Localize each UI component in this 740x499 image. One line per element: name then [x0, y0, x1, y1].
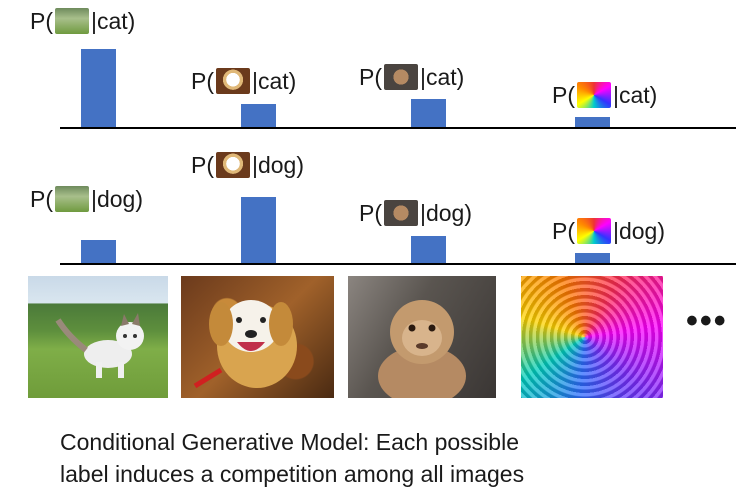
- caption-line-2: label induces a competition among all im…: [60, 461, 525, 487]
- label-suffix: |cat): [91, 8, 136, 34]
- label-prefix: P(: [359, 64, 382, 90]
- label-noise-given-dog: P( |dog): [552, 216, 665, 246]
- bar-noise-given-cat: [575, 117, 610, 127]
- cat-photo: [28, 276, 168, 398]
- bar-dog-given-dog: [241, 197, 276, 263]
- bar-monkey-given-dog: [411, 236, 446, 263]
- label-monkey-given-dog: P( |dog): [359, 198, 472, 228]
- dog-row-axis: [60, 263, 736, 265]
- cat-thumbnail-icon: [55, 8, 89, 34]
- label-prefix: P(: [30, 8, 53, 34]
- label-noise-given-cat: P( |cat): [552, 80, 657, 110]
- label-prefix: P(: [552, 218, 575, 244]
- label-suffix: |cat): [613, 82, 658, 108]
- noise-thumbnail-icon: [577, 218, 611, 244]
- monkey-thumbnail-icon: [384, 64, 418, 90]
- label-suffix: |dog): [613, 218, 666, 244]
- cat-thumbnail-icon: [55, 186, 89, 212]
- label-dog-given-dog: P( |dog): [191, 150, 304, 180]
- cat-row-axis: [60, 127, 736, 129]
- label-suffix: |dog): [420, 200, 473, 226]
- dog-thumbnail-icon: [216, 68, 250, 94]
- label-prefix: P(: [191, 68, 214, 94]
- label-monkey-given-cat: P( |cat): [359, 62, 464, 92]
- label-suffix: |dog): [91, 186, 144, 212]
- label-suffix: |dog): [252, 152, 305, 178]
- label-cat-given-cat: P( |cat): [30, 6, 135, 36]
- bar-dog-given-cat: [241, 104, 276, 127]
- label-dog-given-cat: P( |cat): [191, 66, 296, 96]
- label-prefix: P(: [359, 200, 382, 226]
- bar-noise-given-dog: [575, 253, 610, 263]
- monkey-photo: [348, 276, 496, 398]
- caption-line-1: Conditional Generative Model: Each possi…: [60, 429, 519, 455]
- label-suffix: |cat): [420, 64, 465, 90]
- bar-cat-given-cat: [81, 49, 116, 127]
- ellipsis: •••: [686, 302, 728, 340]
- noise-thumbnail-icon: [577, 82, 611, 108]
- noise-image: [521, 276, 663, 398]
- bar-cat-given-dog: [81, 240, 116, 263]
- label-prefix: P(: [191, 152, 214, 178]
- label-prefix: P(: [30, 186, 53, 212]
- label-cat-given-dog: P( |dog): [30, 184, 143, 214]
- label-suffix: |cat): [252, 68, 297, 94]
- dog-thumbnail-icon: [216, 152, 250, 178]
- dog-photo: [181, 276, 334, 398]
- bar-monkey-given-cat: [411, 99, 446, 127]
- monkey-thumbnail-icon: [384, 200, 418, 226]
- label-prefix: P(: [552, 82, 575, 108]
